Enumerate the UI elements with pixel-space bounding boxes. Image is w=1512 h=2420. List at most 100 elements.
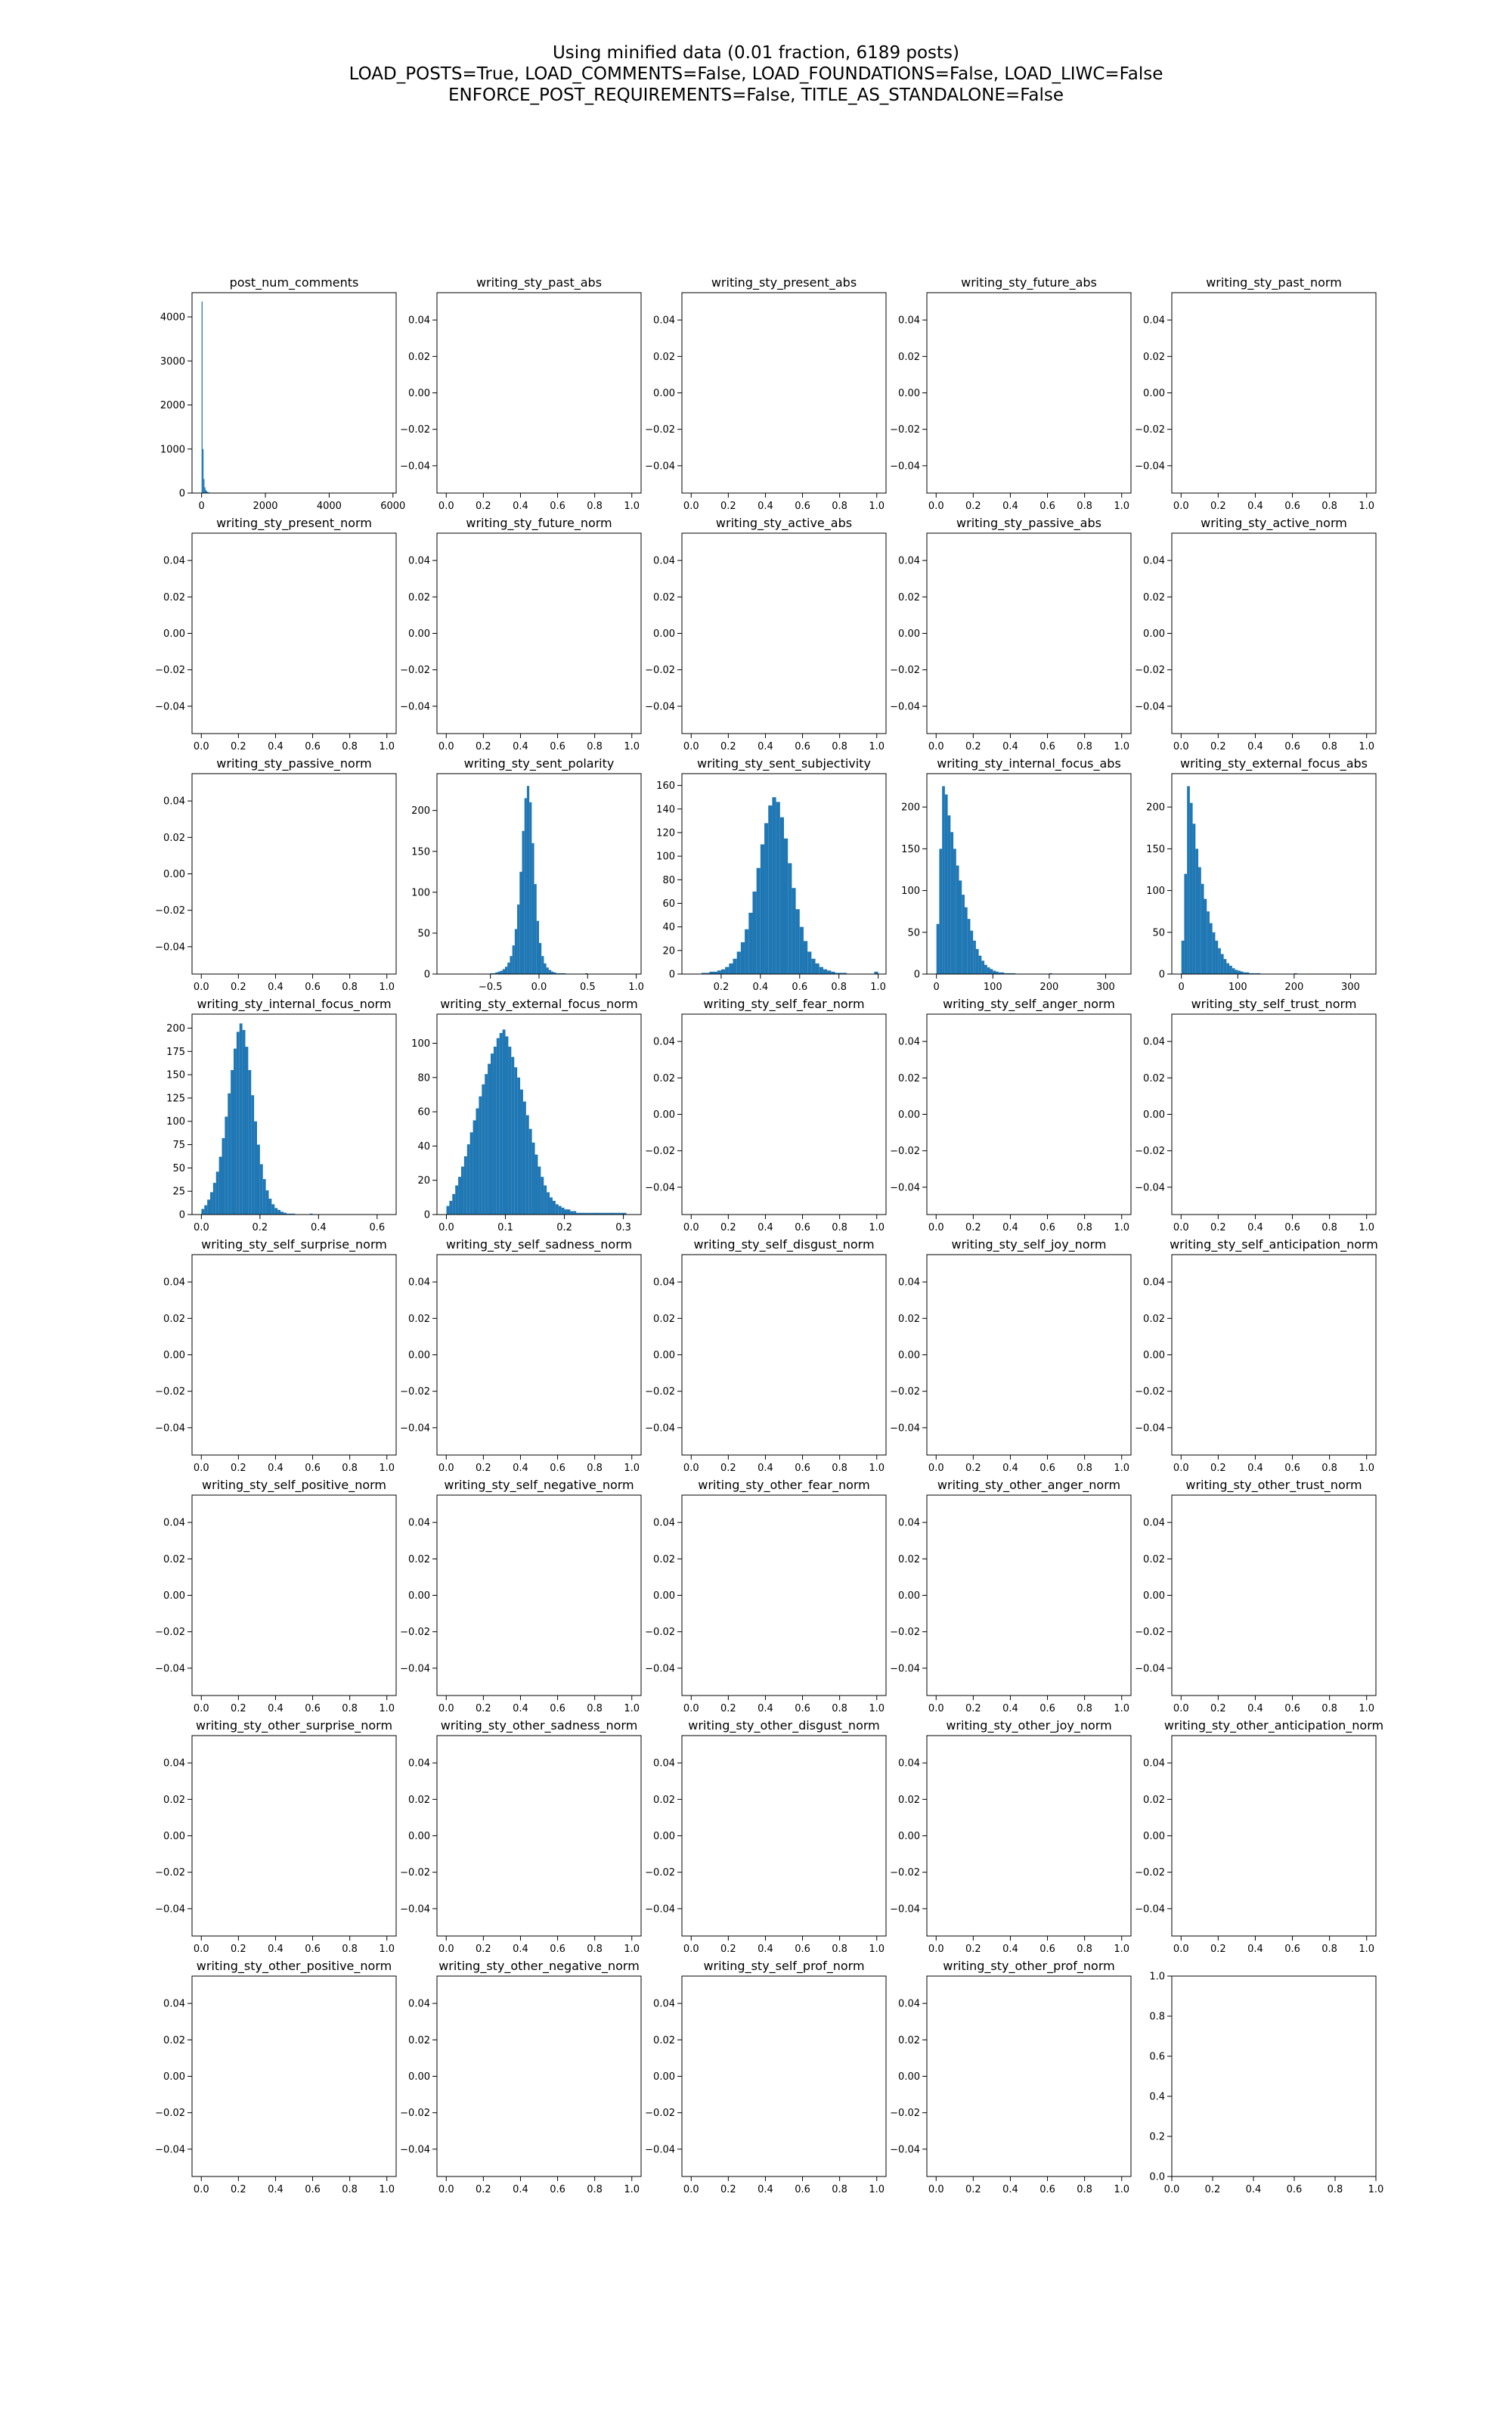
axes-frame (191, 1494, 397, 1696)
subplot-9: writing_sty_passive_abs 0.0 0.2 0.4 0.6 0.8 1.… (890, 516, 1132, 752)
histogram-bar (254, 1121, 257, 1215)
subplot-12: writing_sty_sent_polarity −0.5 0.0 0.5 1.0 0 5… (411, 756, 644, 993)
histogram-bar (242, 1029, 246, 1215)
x-tick-label: 0.6 (305, 1703, 321, 1714)
x-tick-label: 1.0 (1368, 2184, 1384, 2195)
x-tick-label: 0.4 (268, 1703, 284, 1714)
x-tick-label: 0.6 (795, 1463, 810, 1474)
histogram-bar (491, 1053, 494, 1215)
axes-frame (191, 532, 397, 734)
x-tick-label: 0.2 (965, 1944, 981, 1955)
x-tick-label: 0.0 (194, 1222, 209, 1233)
histogram-bar (522, 830, 525, 974)
x-tick-label: 0.8 (587, 501, 603, 512)
x-tick-label: 0.4 (1002, 1222, 1018, 1233)
x-tick-label: 0.5 (580, 982, 596, 993)
x-tick-label: 0.4 (513, 2184, 528, 2195)
x-tick-label: 0.2 (720, 2184, 736, 2195)
axes-frame (191, 1975, 397, 2177)
y-tick-label: 150 (901, 844, 920, 855)
x-tick-label: 0 (934, 982, 940, 993)
x-tick-label: 1.0 (379, 1944, 395, 1955)
y-tick-label: 0.04 (1143, 1758, 1165, 1770)
subplot-title: writing_sty_self_joy_norm (952, 1237, 1107, 1252)
y-tick-label: 0.00 (898, 1109, 920, 1121)
histogram-bar (596, 1212, 600, 1215)
subplot-16: writing_sty_internal_focus_norm 0.0 0.2 0.4… (166, 997, 397, 1233)
y-tick-label: 0 (424, 970, 430, 981)
histogram-bar (531, 842, 534, 974)
x-tick-label: 1.0 (869, 2184, 885, 2195)
y-tick-label: 100 (1146, 886, 1165, 897)
x-tick-label: 0.6 (550, 1944, 565, 1955)
x-tick-label: 1.0 (379, 2184, 395, 2195)
y-tick-label: 0 (179, 489, 185, 500)
x-tick-label: 0.2 (231, 1463, 246, 1474)
subplot-title: writing_sty_active_norm (1201, 516, 1347, 531)
histogram-bar (510, 956, 513, 974)
subplot-36: writing_sty_other_positive_norm 0.0 0.2 0.4… (155, 1959, 397, 2195)
x-tick-label: 0.6 (550, 2184, 565, 2195)
histogram-bar (959, 880, 962, 974)
y-tick-label: 0.0 (1149, 2172, 1165, 2183)
x-tick-label: 0.8 (832, 1944, 847, 1955)
histogram-bar (541, 1177, 544, 1215)
axes-frame (681, 1494, 887, 1696)
y-tick-label: 0.04 (163, 1518, 185, 1529)
x-tick-label: 0.8 (1077, 1703, 1092, 1714)
x-tick-label: 0.4 (268, 741, 284, 752)
y-tick-label: 0.02 (163, 2035, 185, 2046)
x-tick-label: 1.0 (869, 1222, 885, 1233)
histogram-bar (740, 942, 745, 974)
subplot-19: writing_sty_self_anger_norm 0.0 0.2 0.4 0.6 0… (890, 997, 1132, 1233)
y-tick-label: 100 (656, 852, 675, 863)
subplot-15: writing_sty_external_focus_abs 0 100 200 300… (1146, 756, 1377, 993)
x-tick-label: 1.0 (869, 1463, 885, 1474)
x-tick-label: 1.0 (1114, 1222, 1129, 1233)
y-tick-label: 0.4 (1149, 2092, 1165, 2103)
histogram-bar (768, 805, 773, 974)
x-tick-label: 0.0 (928, 501, 944, 512)
histogram-bar (564, 1209, 568, 1215)
x-tick-label: 0.3 (615, 1222, 631, 1233)
x-tick-label: 0.2 (231, 1703, 246, 1714)
x-tick-label: 0.0 (194, 982, 209, 993)
histogram-bar (553, 972, 556, 974)
x-tick-label: 0.2 (231, 982, 246, 993)
histogram-bar (587, 1212, 591, 1215)
x-tick-label: 1.0 (624, 1703, 640, 1714)
x-tick-label: 0.8 (587, 741, 603, 752)
histogram-bar (204, 1205, 208, 1215)
y-tick-label: 0.04 (1143, 315, 1165, 327)
histogram-bar (585, 973, 588, 974)
x-tick-label: 1.0 (1359, 1463, 1374, 1474)
histogram-bar (725, 966, 730, 974)
y-tick-label: 0.04 (163, 796, 185, 808)
histogram-bar (733, 958, 737, 974)
x-tick-label: 0.0 (531, 982, 547, 993)
subplot-title: writing_sty_self_prof_norm (703, 1959, 864, 1974)
histogram-bar (947, 815, 951, 974)
histogram-bar (705, 973, 710, 974)
subplot-title: writing_sty_other_fear_norm (698, 1478, 870, 1493)
y-tick-label: −0.02 (155, 905, 185, 917)
histogram-bar (236, 1032, 240, 1215)
histogram-bar (579, 1212, 582, 1215)
histogram-bar (1189, 802, 1193, 974)
x-tick-label: 300 (1096, 982, 1115, 993)
x-tick-label: 0.8 (1328, 2184, 1343, 2195)
x-tick-label: 100 (1228, 982, 1247, 993)
histogram-bar (1243, 972, 1247, 974)
y-tick-label: −0.04 (1135, 1903, 1165, 1915)
x-tick-label: 0.2 (476, 501, 491, 512)
y-tick-label: 0.02 (408, 1795, 430, 1806)
figure-suptitle: Using minified data (0.01 fraction, 6189… (0, 42, 1512, 106)
x-tick-label: 0.4 (1002, 1463, 1018, 1474)
x-tick-label: 1.0 (1359, 501, 1374, 512)
axes-frame (926, 532, 1132, 734)
subplot-title: writing_sty_self_fear_norm (703, 997, 864, 1012)
y-tick-label: 0.00 (408, 1831, 430, 1842)
y-tick-label: 0.00 (1143, 388, 1165, 399)
x-tick-label: 0.0 (683, 741, 699, 752)
y-tick-label: 0.02 (898, 1073, 920, 1084)
